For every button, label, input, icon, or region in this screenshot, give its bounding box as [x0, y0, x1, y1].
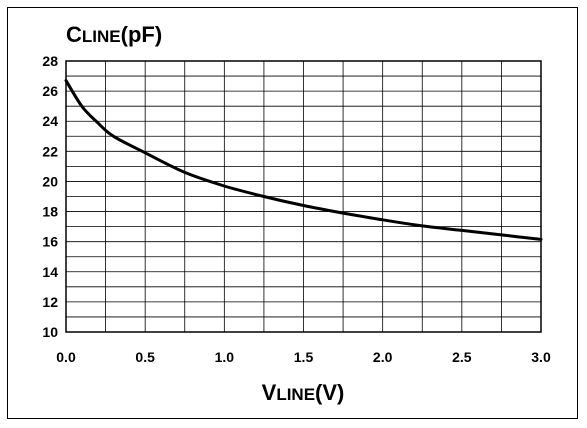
- series-line: [64, 79, 543, 241]
- x-tick-labels: 0.0 0.5 1.0 1.5 2.0 2.5 3.0: [56, 349, 551, 365]
- x-tick-label: 1.5: [294, 349, 314, 365]
- axis-label-sub: LINE: [82, 27, 121, 46]
- x-tick-label: 2.5: [452, 349, 472, 365]
- y-tick-label: 12: [42, 294, 58, 310]
- x-tick-label: 1.0: [215, 349, 235, 365]
- series-group: [64, 79, 543, 241]
- y-tick-label: 24: [42, 113, 58, 129]
- x-tick-label: 3.0: [531, 349, 551, 365]
- y-tick-labels: 10 12 14 16 18 20 22 24 26 28: [42, 53, 58, 340]
- y-tick-label: 26: [42, 83, 58, 99]
- axis-label-unit: (pF): [121, 22, 163, 47]
- y-tick-label: 10: [42, 324, 58, 340]
- y-tick-label: 28: [42, 53, 58, 69]
- x-tick-label: 2.0: [373, 349, 393, 365]
- y-tick-label: 16: [42, 234, 58, 250]
- axis-label-main: V: [262, 380, 277, 405]
- y-tick-label: 22: [42, 143, 58, 159]
- grid: [66, 61, 541, 332]
- x-tick-label: 0.5: [135, 349, 155, 365]
- y-tick-label: 20: [42, 173, 58, 189]
- axis-label-unit: (V): [315, 380, 344, 405]
- plot-area: [65, 60, 542, 333]
- axis-label-main: C: [66, 22, 82, 47]
- x-axis-label: VLINE(V): [262, 380, 345, 405]
- x-tick-label: 0.0: [56, 349, 76, 365]
- y-tick-label: 18: [42, 204, 58, 220]
- axis-label-sub: LINE: [276, 385, 315, 404]
- y-axis-label: CLINE(pF): [66, 22, 162, 47]
- y-tick-label: 14: [42, 264, 58, 280]
